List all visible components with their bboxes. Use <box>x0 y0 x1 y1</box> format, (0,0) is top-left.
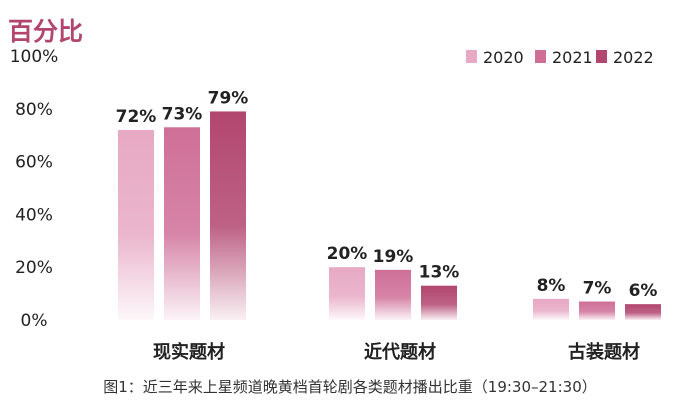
legend-swatch <box>466 50 477 63</box>
value-label: 20% <box>327 244 368 264</box>
bar <box>421 285 457 320</box>
y-tick-label: 40% <box>15 205 53 225</box>
y-tick-label: 100% <box>10 47 59 67</box>
value-label: 8% <box>537 276 566 296</box>
value-label: 72% <box>116 107 157 127</box>
y-axis-ticks: 0% 20% 40% 60% 80% 100% <box>10 47 59 331</box>
bar <box>118 129 154 320</box>
bar <box>579 301 615 320</box>
legend-label: 2020 <box>483 48 524 67</box>
value-label: 6% <box>629 281 658 301</box>
bars <box>118 111 661 320</box>
value-label: 7% <box>583 279 612 299</box>
bar <box>375 269 411 320</box>
category-label: 近代题材 <box>364 341 436 363</box>
value-labels: 72% 73%79% 20% 19%13% 8% 7% 6% <box>116 88 658 301</box>
category-label: 现实题材 <box>153 341 225 363</box>
value-label: 79% <box>208 88 249 108</box>
bar <box>164 127 200 320</box>
legend-swatch <box>596 50 607 63</box>
bar <box>210 111 246 320</box>
legend: 2020 2021 2022 <box>466 48 654 67</box>
legend-label: 2022 <box>613 48 654 67</box>
category-labels: 现实题材 近代题材 古装题材 <box>153 341 640 363</box>
category-label: 古装题材 <box>568 341 640 363</box>
y-axis-title: 百分比 <box>8 17 83 46</box>
bar <box>533 298 569 320</box>
y-tick-label: 60% <box>15 153 53 173</box>
value-label: 13% <box>419 263 460 283</box>
value-label: 19% <box>373 247 414 267</box>
bar <box>329 267 365 320</box>
bar <box>625 304 661 320</box>
y-tick-label: 80% <box>15 100 53 120</box>
legend-swatch <box>535 50 546 63</box>
y-tick-label: 20% <box>15 258 53 278</box>
y-tick-label: 0% <box>21 311 48 331</box>
chart-caption: 图1：近三年来上星频道晚黄档首轮剧各类题材播出比重（19:30–21:30） <box>103 378 597 396</box>
value-label: 73% <box>162 104 203 124</box>
legend-label: 2021 <box>552 48 593 67</box>
